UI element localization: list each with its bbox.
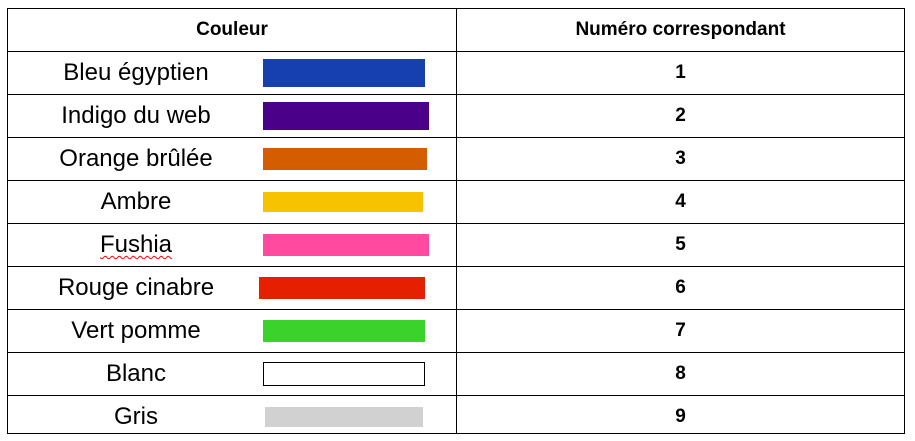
color-name: Bleu égyptien bbox=[63, 59, 209, 86]
table-row: Fushia 5 bbox=[8, 224, 904, 267]
color-number: 4 bbox=[675, 191, 686, 212]
color-name: Vert pomme bbox=[71, 317, 201, 344]
color-number: 8 bbox=[675, 363, 686, 384]
color-number: 5 bbox=[675, 234, 686, 255]
color-number: 6 bbox=[675, 277, 686, 298]
color-name: Indigo du web bbox=[61, 102, 211, 129]
color-number: 7 bbox=[675, 320, 686, 341]
color-number: 3 bbox=[675, 148, 686, 169]
color-swatch bbox=[263, 320, 425, 342]
table-row: Indigo du web 2 bbox=[8, 95, 904, 138]
color-swatch bbox=[263, 102, 429, 130]
color-name: Blanc bbox=[105, 360, 167, 387]
color-number: 2 bbox=[675, 105, 686, 126]
table-row: Orange brûlée 3 bbox=[8, 138, 904, 181]
table-row: Rouge cinabre 6 bbox=[8, 267, 904, 310]
color-name: Gris bbox=[114, 403, 158, 430]
header-couleur: Couleur bbox=[196, 19, 268, 40]
color-swatch bbox=[263, 362, 425, 386]
color-name: Orange brûlée bbox=[59, 145, 213, 172]
color-name: Ambre bbox=[100, 188, 172, 215]
color-swatch bbox=[265, 407, 423, 427]
table-row: Ambre 4 bbox=[8, 181, 904, 224]
column-divider bbox=[456, 9, 457, 433]
table-row: Vert pomme 7 bbox=[8, 310, 904, 353]
color-number-table: Couleur Numéro correspondant Bleu égypti… bbox=[7, 8, 905, 434]
color-swatch bbox=[263, 59, 425, 87]
table-row: Bleu égyptien 1 bbox=[8, 52, 904, 95]
table-row: Gris 9 bbox=[8, 396, 904, 434]
color-number: 9 bbox=[675, 406, 686, 427]
color-swatch bbox=[263, 234, 429, 256]
color-swatch bbox=[259, 277, 425, 299]
header-numero-correspondant: Numéro correspondant bbox=[575, 19, 786, 40]
color-name: Fushia bbox=[8, 224, 264, 266]
color-swatch bbox=[263, 148, 427, 170]
spellcheck-underline: Fushia bbox=[99, 231, 173, 258]
color-swatch bbox=[263, 192, 423, 212]
color-name: Rouge cinabre bbox=[57, 274, 215, 301]
table-header-row: Couleur Numéro correspondant bbox=[8, 9, 904, 52]
color-number: 1 bbox=[675, 62, 686, 83]
table-row: Blanc 8 bbox=[8, 353, 904, 396]
